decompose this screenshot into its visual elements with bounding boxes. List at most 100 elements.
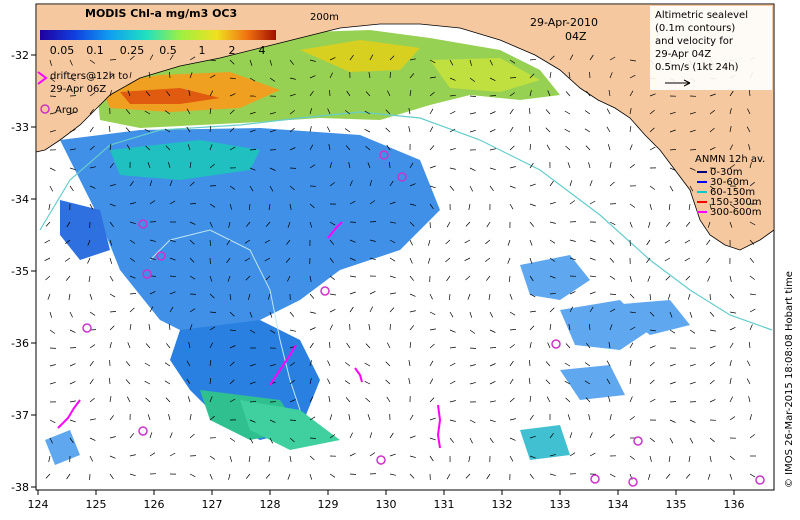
- velocity-arrow: [229, 293, 232, 300]
- velocity-arrow: [565, 91, 571, 97]
- velocity-arrow: [248, 203, 251, 211]
- velocity-arrow: [668, 455, 671, 462]
- drifters-legend-line: drifters@12h to: [50, 71, 128, 82]
- velocity-arrow: [507, 257, 511, 264]
- velocity-arrow: [549, 307, 555, 313]
- velocity-arrow: [545, 379, 551, 385]
- velocity-arrow: [109, 144, 112, 151]
- velocity-arrow: [729, 342, 734, 349]
- velocity-arrow: [509, 126, 514, 133]
- velocity-arrow: [125, 379, 131, 385]
- velocity-arrow: [348, 162, 351, 169]
- velocity-arrow: [367, 414, 371, 421]
- velocity-arrow: [87, 239, 91, 246]
- velocity-arrow: [469, 419, 476, 424]
- velocity-arrow: [165, 145, 171, 151]
- velocity-arrow: [369, 221, 377, 223]
- velocity-arrow: [609, 56, 616, 61]
- velocity-arrow: [449, 419, 456, 422]
- velocity-arrow: [746, 378, 751, 385]
- velocity-arrow: [109, 203, 116, 207]
- velocity-arrow: [165, 397, 171, 403]
- velocity-arrow: [49, 364, 56, 367]
- velocity-arrow: [188, 342, 191, 349]
- velocity-arrow: [109, 125, 111, 133]
- velocity-arrow: [469, 77, 476, 82]
- velocity-arrow: [386, 144, 391, 151]
- anmn-item-label: 60-150m: [710, 187, 755, 198]
- velocity-arrow: [188, 90, 191, 97]
- velocity-arrow: [327, 360, 331, 367]
- velocity-arrow: [329, 72, 334, 79]
- velocity-arrow: [228, 221, 231, 228]
- velocity-arrow: [244, 257, 251, 262]
- velocity-arrow: [609, 257, 615, 263]
- velocity-arrow: [346, 90, 351, 97]
- velocity-arrow: [569, 54, 574, 61]
- velocity-arrow: [569, 432, 573, 439]
- velocity-arrow: [364, 362, 371, 367]
- velocity-arrow: [729, 144, 733, 151]
- velocity-arrow: [248, 455, 251, 462]
- colorbar-title: MODIS Chl-a mg/m3 OC3: [85, 7, 237, 20]
- velocity-arrow: [349, 239, 356, 243]
- velocity-arrow: [489, 419, 496, 423]
- velocity-arrow: [169, 257, 176, 261]
- velocity-arrow: [689, 149, 697, 151]
- velocity-arrow: [707, 275, 711, 282]
- velocity-arrow: [465, 221, 471, 227]
- velocity-arrow: [109, 436, 116, 439]
- velocity-arrow: [664, 257, 671, 262]
- velocity-arrow: [609, 433, 615, 439]
- velocity-arrow: [729, 326, 736, 331]
- velocity-arrow: [149, 200, 156, 205]
- velocity-arrow: [689, 419, 696, 423]
- velocity-arrow: [689, 129, 696, 133]
- anmn-item-label: 150-300m: [710, 197, 762, 208]
- velocity-arrow: [545, 127, 551, 133]
- velocity-arrow: [749, 473, 756, 478]
- velocity-arrow: [689, 111, 696, 115]
- velocity-arrow: [589, 239, 596, 243]
- colorbar: MODIS Chl-a mg/m3 OC3 0.05 0.1 0.25 0.5 1 2 4: [40, 7, 276, 57]
- velocity-arrow: [349, 291, 356, 295]
- velocity-arrow: [69, 363, 76, 367]
- velocity-arrow: [244, 239, 251, 244]
- velocity-arrow: [309, 59, 316, 62]
- velocity-arrow: [486, 473, 491, 480]
- velocity-arrow: [549, 180, 554, 187]
- velocity-arrow: [246, 221, 251, 227]
- velocity-arrow: [429, 378, 434, 385]
- velocity-arrow: [649, 185, 656, 190]
- velocity-arrow: [545, 361, 551, 367]
- velocity-arrow: [389, 161, 391, 169]
- velocity-arrow: [89, 437, 96, 441]
- velocity-arrow: [429, 76, 436, 79]
- velocity-arrow: [309, 203, 315, 209]
- velocity-arrow: [445, 257, 451, 263]
- velocity-arrow: [386, 396, 391, 403]
- velocity-arrow: [585, 397, 591, 403]
- velocity-arrow: [329, 324, 333, 331]
- x-tick-label: 130: [376, 498, 397, 511]
- velocity-arrow: [264, 239, 271, 244]
- velocity-arrow: [584, 128, 591, 133]
- velocity-arrow: [265, 473, 271, 479]
- velocity-arrow: [689, 311, 693, 318]
- velocity-arrow: [469, 329, 476, 334]
- velocity-arrow: [609, 162, 612, 169]
- velocity-arrow: [389, 201, 396, 205]
- velocity-arrow: [129, 202, 136, 205]
- velocity-arrow: [88, 275, 91, 282]
- velocity-arrow: [489, 363, 496, 367]
- velocity-arrow: [329, 89, 331, 97]
- velocity-arrow: [748, 342, 751, 349]
- velocity-arrow: [269, 419, 276, 423]
- velocity-arrow: [707, 473, 711, 480]
- velocity-arrow: [109, 221, 114, 228]
- velocity-arrow: [89, 311, 96, 316]
- velocity-arrow: [329, 182, 336, 187]
- velocity-arrow: [129, 55, 135, 61]
- velocity-arrow: [409, 221, 415, 227]
- velocity-arrow: [64, 257, 71, 262]
